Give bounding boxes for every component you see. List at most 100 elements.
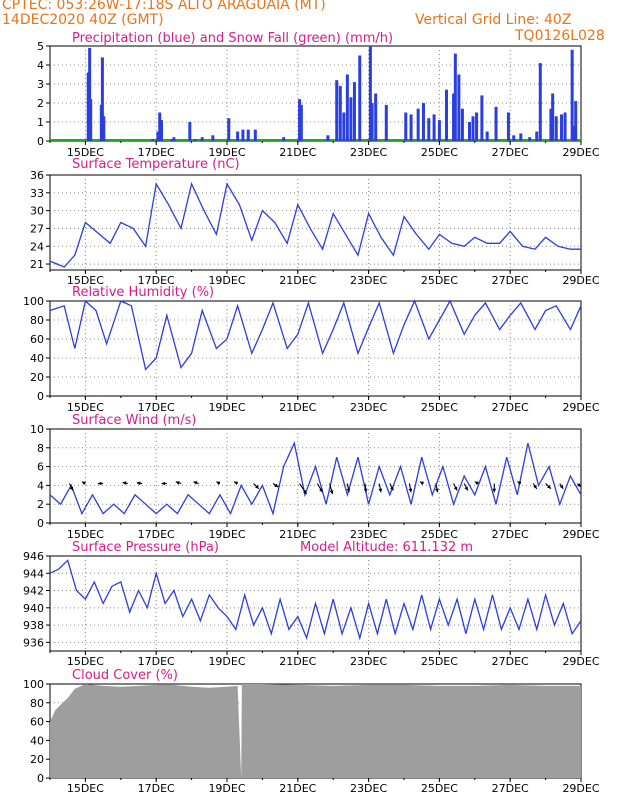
cloud-ytick-label: 40 [30, 734, 44, 747]
precip-bar [404, 112, 408, 141]
pres-frame [49, 555, 582, 652]
precip-bar [409, 114, 413, 141]
precip-bar [188, 122, 192, 141]
wind-xtick-label: 29DEC [562, 528, 599, 541]
precip-bar [475, 112, 479, 141]
wind-wind-arrowhead [517, 481, 522, 486]
rh-ytick-label: 100 [23, 295, 44, 308]
temp-ytick-label: 21 [30, 258, 44, 271]
wind-wind-arrowhead [464, 486, 468, 491]
precip-bar [512, 135, 516, 141]
rh-title: Relative Humidity (%) [72, 285, 214, 300]
precip-ytick-label: 4 [37, 59, 44, 72]
precip-bar [460, 108, 464, 141]
pres-series-line [49, 559, 582, 641]
wind-wind-arrowhead [559, 484, 564, 489]
pres-xtick-label: 27DEC [492, 655, 529, 668]
precip-xtick-label: 15DEC [67, 146, 104, 159]
precip-bar [453, 53, 457, 141]
wind-wind-arrowhead [453, 486, 458, 491]
precip-bar [211, 135, 215, 141]
rh-xtick-label: 19DEC [208, 401, 245, 414]
pres-xtick-label: 29DEC [562, 655, 599, 668]
precip-bar [227, 118, 231, 141]
rh-ytick-label: 20 [30, 371, 44, 384]
rh-frame [49, 300, 582, 397]
wind-ytick-label: 2 [37, 498, 44, 511]
temp-xtick-label: 27DEC [492, 274, 529, 287]
temp-xtick-label: 25DEC [421, 274, 458, 287]
cloud-title: Cloud Cover (%) [72, 668, 178, 683]
precip-xtick-label: 19DEC [208, 146, 245, 159]
precip-bar [172, 137, 176, 141]
rh-xtick-label: 23DEC [350, 401, 387, 414]
wind-ytick-label: 4 [37, 479, 44, 492]
temp-title: Surface Temperature (nC) [72, 157, 240, 172]
pres-model-altitude: Model Altitude: 611.132 m [300, 540, 473, 555]
precip-bar [437, 120, 441, 141]
pres-ytick-label: 940 [23, 602, 44, 615]
precip-bar [246, 129, 250, 141]
temp-frame [49, 174, 582, 271]
precip-bar [370, 103, 374, 141]
temp-xtick-label: 23DEC [350, 274, 387, 287]
wind-wind-arrowhead [577, 483, 581, 487]
precip-bar [471, 116, 475, 141]
precip-bar [368, 46, 372, 141]
cloud-xtick-label: 21DEC [279, 782, 316, 795]
rh-xtick-label: 27DEC [492, 401, 529, 414]
pres-xtick-label: 23DEC [350, 655, 387, 668]
wind-title: Surface Wind (m/s) [72, 413, 196, 428]
precip-bar [335, 80, 339, 141]
precip-ytick-label: 3 [37, 78, 44, 91]
rh-xtick-label: 21DEC [279, 401, 316, 414]
precip-bar [193, 139, 197, 141]
pres-xtick-label: 19DEC [208, 655, 245, 668]
temp-ytick-label: 24 [30, 240, 44, 253]
precip-bar [299, 104, 303, 141]
pres-ytick-label: 946 [23, 550, 44, 563]
temp-xtick-label: 21DEC [279, 274, 316, 287]
temp-ytick-label: 33 [30, 187, 44, 200]
cloud-xtick-label: 17DEC [138, 782, 175, 795]
wind-wind-arrowhead [435, 488, 439, 493]
wind-wind-arrowhead [122, 481, 127, 485]
precip-bar [170, 139, 174, 141]
rh-ytick-label: 60 [30, 333, 44, 346]
rh-ytick-label: 0 [37, 390, 44, 403]
precip-bar [551, 93, 555, 141]
wind-wind-arrowhead [136, 481, 141, 486]
precip-xtick-label: 27DEC [492, 146, 529, 159]
wind-wind-arrowhead [319, 488, 323, 493]
temp-ytick-label: 27 [30, 222, 44, 235]
precip-bar [560, 114, 564, 141]
precip-bar [352, 82, 356, 141]
precip-bar [538, 63, 542, 141]
precip-bar [416, 108, 420, 141]
wind-wind-arrowhead [161, 481, 166, 486]
wind-wind-arrowhead [216, 481, 221, 486]
wind-wind-arrowhead [492, 488, 497, 493]
pres-ytick-label: 938 [23, 619, 44, 632]
wind-xtick-label: 15DEC [67, 528, 104, 541]
precip-bar [349, 97, 353, 141]
wind-xtick-label: 23DEC [350, 528, 387, 541]
precip-bar [549, 108, 553, 141]
wind-wind-arrowhead [255, 484, 259, 489]
pres-title: Surface Pressure (hPa) [72, 540, 219, 555]
wind-ytick-label: 8 [37, 442, 44, 455]
precip-bar [241, 129, 245, 141]
cloud-ytick-label: 80 [30, 697, 44, 710]
wind-xtick-label: 25DEC [421, 528, 458, 541]
precip-bar [570, 49, 574, 141]
temp-xtick-label: 17DEC [138, 274, 175, 287]
precip-bar [452, 93, 456, 141]
precip-bar [236, 131, 240, 141]
wind-wind-arrowhead [274, 483, 279, 487]
precip-ytick-label: 0 [37, 135, 44, 148]
wind-ytick-label: 6 [37, 461, 44, 474]
precip-xtick-label: 17DEC [138, 146, 175, 159]
wind-xtick-label: 21DEC [279, 528, 316, 541]
precip-bar [282, 137, 286, 141]
precip-bar [89, 99, 93, 141]
